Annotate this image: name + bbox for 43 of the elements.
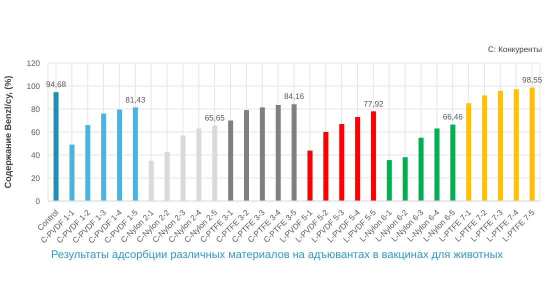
bar — [228, 120, 234, 201]
bar — [323, 132, 328, 201]
y-tick-label: 100 — [26, 82, 41, 91]
y-tick-label: 0 — [36, 196, 41, 206]
bar — [402, 157, 408, 201]
y-tick-label: 60 — [31, 128, 41, 137]
data-label: 77,92 — [363, 99, 384, 108]
bar — [85, 125, 90, 201]
data-label: 94,68 — [46, 80, 67, 90]
bar — [498, 90, 503, 201]
bar — [117, 110, 122, 201]
bar — [244, 110, 250, 201]
bar — [370, 111, 376, 201]
bar — [54, 92, 59, 201]
data-label: 98,55 — [522, 76, 543, 85]
text: Результаты адсорбции различных материалов на адъювантах в вакцинах для животных — [50, 249, 504, 261]
bar — [260, 107, 265, 201]
bar — [450, 124, 456, 201]
bar — [418, 138, 424, 201]
bar — [355, 117, 360, 201]
bar — [434, 128, 440, 201]
data-label: 81,43 — [125, 95, 146, 104]
bar — [307, 150, 312, 201]
y-axis-title: Содержание Benzl/cy, (%) — [3, 76, 14, 188]
data-label: 66,46 — [442, 112, 464, 122]
bar — [466, 103, 472, 201]
bar — [339, 124, 344, 201]
y-tick-label: 120 — [26, 58, 41, 68]
bar — [101, 114, 106, 201]
y-tick-label: 80 — [31, 104, 41, 114]
y-tick-label: 40 — [31, 150, 41, 160]
text: C: Конкуренты — [488, 45, 542, 54]
data-label: 65,65 — [204, 114, 226, 123]
bar — [482, 96, 488, 201]
bar — [132, 107, 138, 201]
y-tick-label: 20 — [31, 174, 41, 183]
bar — [386, 160, 392, 201]
bar — [514, 89, 519, 201]
data-label: 84,16 — [284, 92, 305, 102]
bar — [530, 88, 535, 201]
bar — [276, 104, 281, 201]
bar — [292, 104, 297, 201]
bar — [69, 144, 74, 201]
